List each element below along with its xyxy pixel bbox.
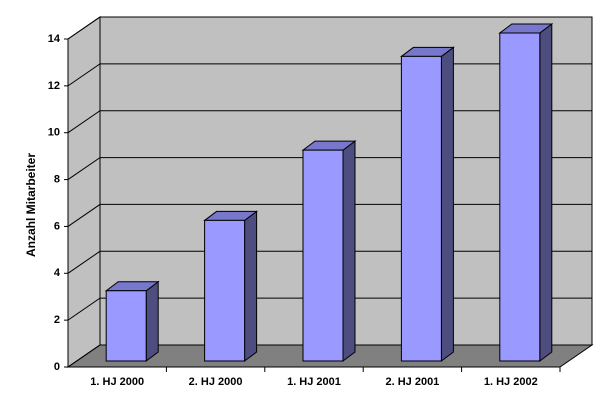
y-tick-label: 14 [48,33,61,45]
bar-side [145,280,159,362]
bar-front [204,219,246,362]
bar [104,280,160,362]
y-tick-label: 4 [54,267,61,279]
bar-front [302,149,344,362]
x-tick-label: 2. HJ 2000 [189,376,243,388]
x-tick-label: 1. HJ 2001 [287,376,341,388]
left-wall [67,16,101,368]
bar-front [499,32,541,362]
bar [399,46,455,362]
grid-line [67,16,592,40]
bar-side [244,210,258,362]
bar-front [105,290,147,362]
y-tick-label: 6 [54,220,60,232]
y-tick-label: 12 [48,80,60,92]
y-tick-label: 10 [48,127,60,139]
bar [498,23,554,362]
bar-front [400,55,442,362]
x-tick-label: 1. HJ 2002 [484,376,538,388]
bar-side [342,140,356,362]
bar [301,140,357,362]
y-tick-label: 8 [54,173,60,185]
y-tick-label: 0 [54,361,60,373]
bar [203,210,259,362]
bar-side [440,46,454,362]
y-tick-label: 2 [54,314,60,326]
x-tick-label: 1. HJ 2000 [90,376,144,388]
bar-side [539,23,553,362]
y-axis-label: Anzahl Mitarbeiter [24,153,38,257]
x-tick-label: 2. HJ 2001 [385,376,439,388]
